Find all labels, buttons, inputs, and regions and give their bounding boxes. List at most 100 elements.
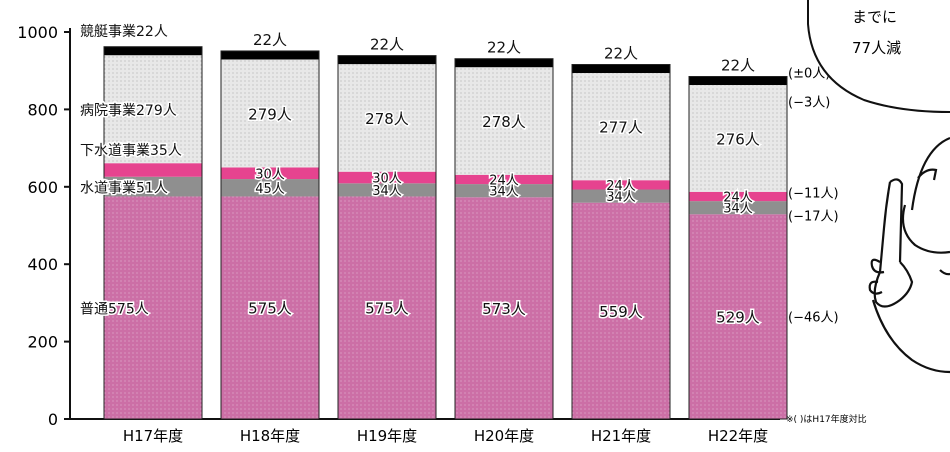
bar-texture bbox=[338, 196, 436, 419]
bar-texture bbox=[338, 64, 436, 172]
y-tick-label: 800 bbox=[27, 100, 58, 119]
data-label: 22人 bbox=[370, 36, 404, 54]
bar-texture bbox=[572, 202, 670, 419]
data-label: 22人 bbox=[721, 57, 755, 75]
y-tick-label: 200 bbox=[27, 333, 58, 352]
professor-illustration bbox=[868, 136, 950, 374]
data-label: 22人 bbox=[487, 39, 521, 57]
bar-segment bbox=[572, 64, 670, 74]
bar-segment bbox=[338, 183, 436, 197]
bar-segment bbox=[104, 176, 202, 197]
pointing-hand bbox=[873, 181, 914, 308]
data-label: 276人 bbox=[716, 130, 760, 148]
bar-texture bbox=[104, 55, 202, 164]
data-label: 277人 bbox=[599, 119, 643, 137]
professor-chin bbox=[939, 269, 950, 276]
data-label: 24人 bbox=[489, 173, 519, 188]
professor-eyebrow bbox=[917, 168, 938, 181]
data-label: 30人 bbox=[372, 172, 402, 187]
bar-outline bbox=[571, 64, 671, 420]
knuckle bbox=[868, 280, 883, 295]
speech-bubble: までに 77人減 bbox=[807, 0, 950, 113]
x-tick-label: H18年度 bbox=[240, 427, 300, 445]
data-label: 病院事業279人 bbox=[80, 103, 177, 119]
index-finger bbox=[889, 178, 904, 263]
x-tick-label: H21年度 bbox=[591, 427, 651, 445]
bar-segment bbox=[455, 58, 553, 68]
bar-texture bbox=[689, 214, 787, 419]
bubble-line-1: までに bbox=[852, 8, 897, 26]
x-tick-label: H19年度 bbox=[357, 427, 417, 445]
bar-segment bbox=[338, 55, 436, 65]
data-label: 普通575人 bbox=[80, 302, 149, 318]
data-label: 34人 bbox=[489, 185, 519, 200]
diff-labels: (−46人) (−17人) (−11人) (−3人) (±0人) bbox=[788, 67, 839, 326]
bar-texture bbox=[221, 196, 319, 419]
data-label: 575人 bbox=[248, 300, 292, 318]
y-tick-label: 0 bbox=[48, 410, 58, 429]
diff-label: (−3人) bbox=[788, 96, 830, 111]
data-label: 529人 bbox=[716, 309, 760, 327]
x-tick-label: H22年度 bbox=[708, 427, 768, 445]
bar-segment bbox=[104, 46, 202, 56]
data-label: 22人 bbox=[604, 45, 638, 63]
y-tick-label: 400 bbox=[27, 255, 58, 274]
bar-texture bbox=[104, 196, 202, 419]
professor-face bbox=[901, 204, 950, 254]
bubble-line-2: 77人減 bbox=[852, 39, 901, 57]
diff-label: (−17人) bbox=[788, 210, 839, 225]
speech-bubble-outline bbox=[807, 0, 950, 113]
professor-coat bbox=[871, 299, 950, 374]
data-label: 下水道事業35人 bbox=[80, 143, 182, 159]
bar-segment bbox=[221, 50, 319, 60]
thumb bbox=[870, 258, 885, 274]
bar-segment bbox=[221, 179, 319, 197]
data-label: 34人 bbox=[723, 202, 753, 217]
bar-segment bbox=[221, 167, 319, 180]
y-tick-label: 1000 bbox=[17, 23, 58, 42]
professor-head-outline bbox=[910, 136, 950, 211]
bar-segment bbox=[689, 191, 787, 202]
data-label: 34人 bbox=[606, 190, 636, 205]
data-label: 34人 bbox=[372, 184, 402, 199]
x-tick-label: H20年度 bbox=[474, 427, 534, 445]
bar-segment bbox=[689, 201, 787, 215]
bars bbox=[103, 46, 788, 420]
data-label: 競艇事業22人 bbox=[80, 24, 168, 40]
data-label: 278人 bbox=[482, 113, 526, 131]
data-label: 575人 bbox=[365, 300, 409, 318]
data-label: 30人 bbox=[255, 167, 285, 182]
diff-label: (±0人) bbox=[788, 67, 830, 82]
data-label: 24人 bbox=[606, 179, 636, 194]
bar-texture bbox=[689, 85, 787, 192]
data-label: 45人 bbox=[255, 182, 285, 197]
bar-segment bbox=[338, 171, 436, 184]
data-label: 22人 bbox=[253, 31, 287, 49]
bar-texture bbox=[221, 59, 319, 168]
bar-segment bbox=[572, 180, 670, 190]
bar-outline bbox=[454, 58, 554, 420]
diff-label: (−11人) bbox=[788, 186, 839, 201]
bar-texture bbox=[455, 67, 553, 175]
bar-segment bbox=[104, 163, 202, 177]
diff-label: (−46人) bbox=[788, 311, 839, 326]
data-label: 24人 bbox=[723, 190, 753, 205]
bar-segment bbox=[455, 184, 553, 198]
bar-outline bbox=[337, 55, 437, 420]
bar-texture bbox=[455, 197, 553, 419]
data-label: 279人 bbox=[248, 105, 292, 123]
bar-segment bbox=[455, 174, 553, 185]
bar-outline bbox=[220, 50, 320, 420]
data-label: 278人 bbox=[365, 110, 409, 128]
data-label: 水道事業51人 bbox=[80, 181, 168, 197]
y-tick-label: 600 bbox=[27, 178, 58, 197]
data-label: 559人 bbox=[599, 303, 643, 321]
bar-segment bbox=[572, 189, 670, 203]
data-label: 573人 bbox=[482, 300, 526, 318]
bar-outline bbox=[103, 46, 203, 420]
bar-outline bbox=[688, 76, 788, 420]
bar-texture bbox=[572, 73, 670, 181]
